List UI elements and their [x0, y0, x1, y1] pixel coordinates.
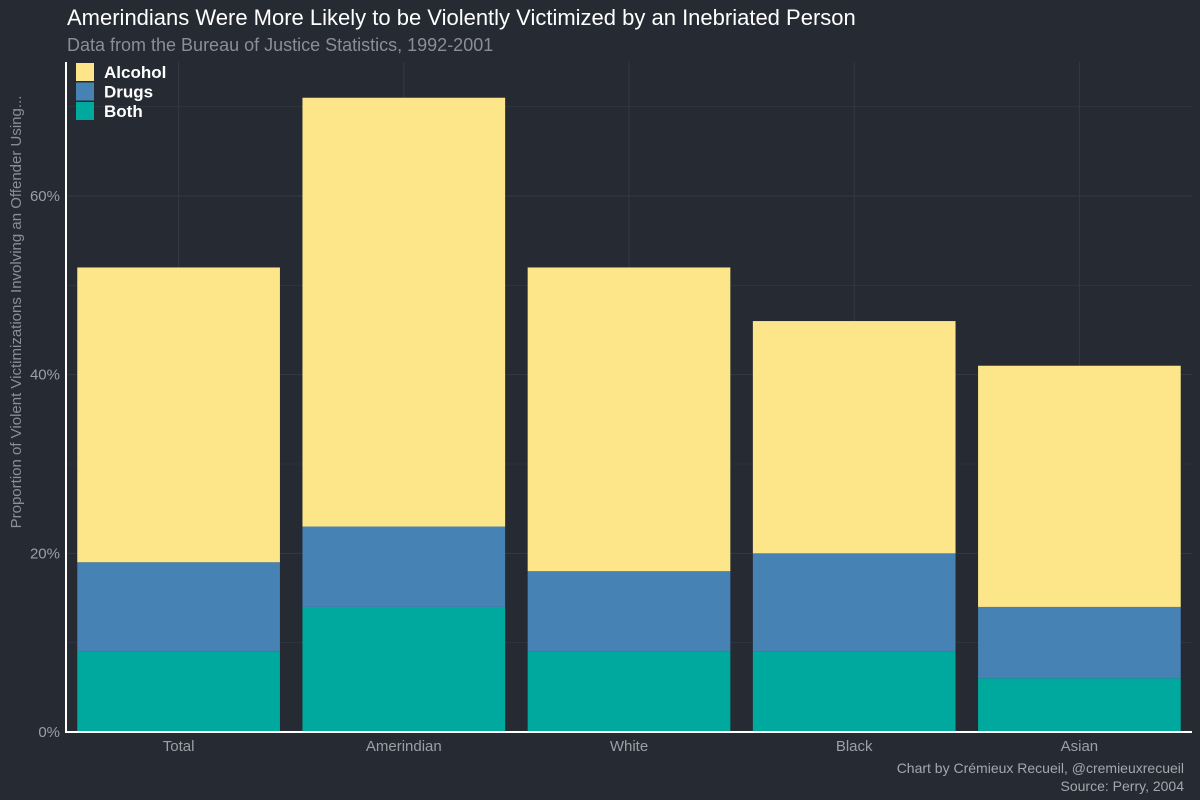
y-axis-label: Proportion of Violent Victimizations Inv… — [8, 96, 25, 529]
x-tick-labels: Total Amerindian White Black Asian — [163, 738, 1098, 755]
caption-source: Source: Perry, 2004 — [1060, 778, 1184, 794]
bar-alcohol-black — [752, 321, 956, 554]
bar-drugs-white — [527, 571, 731, 652]
bar-both-black — [752, 651, 956, 732]
bar-alcohol-total — [77, 267, 280, 563]
bar-drugs-black — [752, 553, 956, 652]
y-tick-label: 60% — [30, 188, 60, 205]
x-tick-label: Amerindian — [366, 738, 442, 755]
caption-credit: Chart by Crémieux Recueil, @cremieuxrecu… — [896, 760, 1184, 776]
bar-drugs-amerindian — [302, 526, 506, 607]
bar-both-amerindian — [302, 606, 506, 732]
bar-drugs-asian — [978, 606, 1181, 679]
legend-swatch-drugs — [76, 82, 94, 101]
bars — [77, 97, 1181, 732]
bar-alcohol-amerindian — [302, 97, 506, 527]
x-tick-label: White — [610, 738, 648, 755]
legend-swatch-both — [76, 102, 94, 120]
y-tick-labels: 0% 20% 40% 60% — [30, 188, 60, 741]
chart-subtitle: Data from the Bureau of Justice Statisti… — [67, 35, 494, 55]
chart-caption: Chart by Crémieux Recueil, @cremieuxrecu… — [897, 759, 1184, 795]
bar-both-total — [77, 651, 280, 732]
legend-swatch-alcohol — [76, 63, 94, 81]
y-tick-label: 40% — [30, 367, 60, 384]
chart-title: Amerindians Were More Likely to be Viole… — [67, 5, 856, 30]
bar-both-asian — [978, 678, 1181, 732]
legend-label-both: Both — [104, 102, 143, 121]
x-tick-label: Asian — [1061, 738, 1099, 755]
bar-drugs-total — [77, 562, 280, 652]
x-tick-label: Total — [163, 738, 195, 755]
x-tick-label: Black — [836, 738, 873, 755]
y-tick-label: 0% — [38, 724, 60, 741]
bar-alcohol-white — [527, 267, 731, 572]
bar-alcohol-asian — [978, 365, 1181, 607]
bar-both-white — [527, 651, 731, 732]
y-tick-label: 20% — [30, 545, 60, 562]
legend-label-alcohol: Alcohol — [104, 63, 166, 82]
legend-label-drugs: Drugs — [104, 83, 153, 102]
